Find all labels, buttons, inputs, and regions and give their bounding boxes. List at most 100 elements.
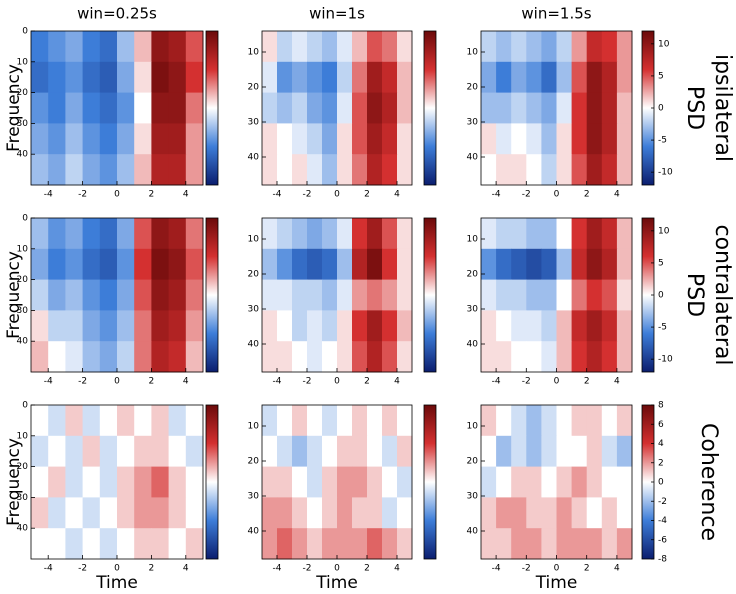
heat-cell	[556, 92, 573, 124]
heat-cell	[586, 61, 603, 94]
heat-cell	[496, 310, 512, 342]
heat-cell	[117, 528, 135, 560]
heat-cell	[117, 435, 135, 468]
heat-cell	[526, 310, 542, 342]
heat-cell	[616, 528, 633, 560]
heat-cell	[82, 310, 101, 342]
heat-cell	[526, 218, 542, 250]
heat-cell	[496, 31, 512, 63]
heat-cell	[382, 466, 398, 498]
heat-cell	[65, 123, 84, 155]
heat-cell	[31, 405, 49, 437]
heat-cell	[48, 31, 66, 63]
heat-cell	[526, 154, 542, 186]
heat-cell	[601, 279, 618, 311]
heat-cell	[48, 92, 66, 124]
heat-cell	[168, 466, 187, 498]
y-tick-label: 10	[467, 422, 479, 432]
heat-cell	[496, 497, 512, 529]
heat-cell	[262, 154, 278, 186]
x-tick-label: 2	[149, 190, 155, 200]
colorbar-tick-label: -6	[658, 535, 667, 545]
heat-cell	[151, 528, 170, 560]
heat-cell	[322, 310, 338, 342]
row-label: Coherence	[696, 423, 721, 541]
heat-cell	[481, 218, 497, 250]
x-tick-label: 4	[394, 190, 400, 200]
heat-cell	[352, 466, 368, 498]
heat-cell	[586, 435, 603, 468]
heat-cell	[526, 466, 542, 498]
heat-cell	[556, 310, 573, 342]
x-tick-label: -4	[273, 377, 282, 387]
colorbar-tick-label: 10	[658, 39, 670, 49]
y-tick-label: 20	[248, 270, 260, 280]
row-label: contralateral	[710, 224, 735, 365]
heat-cell	[481, 341, 497, 373]
heat-cell	[352, 310, 368, 342]
heat-cell	[571, 31, 588, 63]
heat-cell	[382, 528, 398, 560]
heat-cell	[571, 61, 588, 94]
heat-cell	[571, 310, 588, 342]
heat-cell	[99, 310, 118, 342]
heat-cell	[556, 497, 573, 529]
heat-cell	[601, 248, 618, 281]
heat-cell	[526, 279, 542, 311]
heat-cell	[496, 341, 512, 373]
heat-cell	[367, 528, 383, 560]
heat-cell	[307, 31, 323, 63]
heat-cell	[82, 31, 101, 63]
heat-cell	[616, 123, 633, 155]
heat-cell	[82, 61, 101, 94]
heat-cell	[168, 248, 187, 281]
x-tick-label: -4	[44, 564, 53, 574]
heat-cell	[601, 92, 618, 124]
heat-cell	[99, 248, 118, 281]
heat-cell	[151, 92, 170, 124]
heat-cell	[367, 31, 383, 63]
x-tick-label: 0	[334, 377, 340, 387]
heat-cell	[337, 405, 353, 437]
heat-cell	[397, 248, 413, 281]
heat-cell	[292, 31, 308, 63]
heat-cell	[134, 528, 152, 560]
colorbar-tick-label: -2	[658, 497, 667, 507]
heat-cell	[352, 31, 368, 63]
heat-cell	[571, 528, 588, 560]
y-tick-label: 40	[17, 337, 29, 347]
heat-cell	[31, 248, 49, 281]
heat-cell	[526, 123, 542, 155]
heat-cell	[151, 466, 170, 498]
heat-cell	[134, 466, 152, 498]
x-tick-label: 4	[394, 377, 400, 387]
heat-cell	[99, 528, 118, 560]
x-tick-label: 2	[584, 564, 590, 574]
heat-cell	[185, 435, 204, 468]
heat-cell	[571, 248, 588, 281]
heat-cell	[586, 248, 603, 281]
heat-cell	[117, 279, 135, 311]
heat-cell	[601, 528, 618, 560]
heat-cell	[151, 61, 170, 94]
heat-cell	[31, 497, 49, 529]
heat-cell	[134, 61, 152, 94]
heat-cell	[382, 218, 398, 250]
y-tick-label: 10	[467, 235, 479, 245]
heat-cell	[82, 341, 101, 373]
heat-cell	[151, 218, 170, 250]
heat-cell	[82, 528, 101, 560]
heat-cell	[616, 466, 633, 498]
heat-cell	[352, 248, 368, 281]
heat-cell	[48, 154, 66, 186]
heat-cell	[586, 497, 603, 529]
heat-cell	[262, 466, 278, 498]
heat-cell	[48, 341, 66, 373]
x-tick-label: 2	[364, 377, 370, 387]
heat-cell	[511, 218, 527, 250]
heat-cell	[352, 405, 368, 437]
heat-cell	[277, 497, 293, 529]
x-axis-label: Time	[95, 573, 138, 593]
heat-cell	[601, 341, 618, 373]
heat-cell	[262, 435, 278, 468]
